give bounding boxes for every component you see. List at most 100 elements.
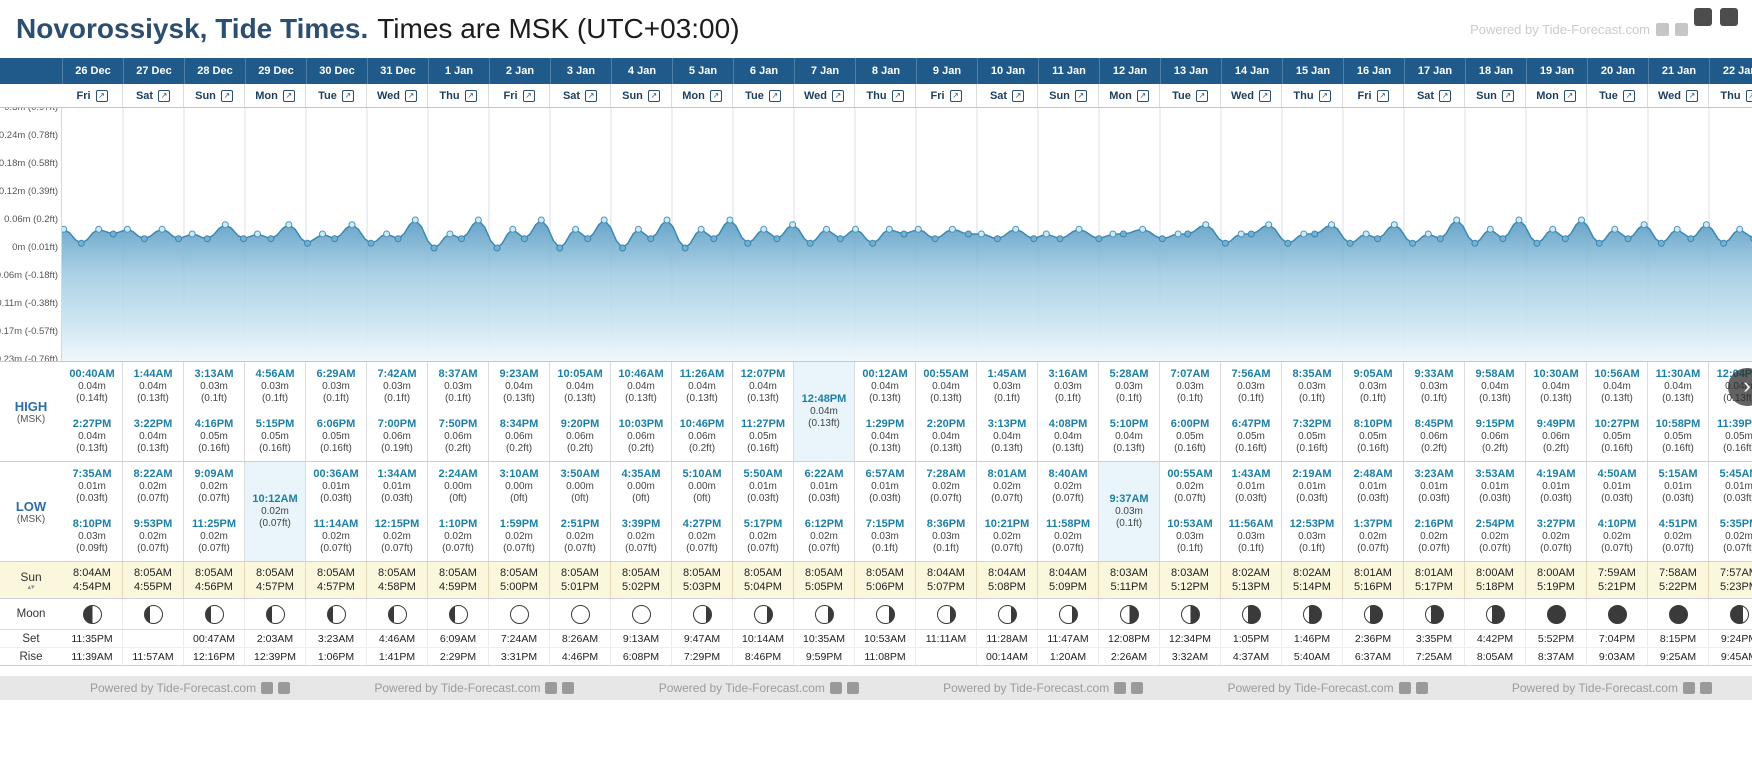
sunset-time: 5:02PM [622, 581, 660, 593]
date-header[interactable]: 6 Jan [733, 58, 794, 84]
tide-low-cell: 8:01AM 0.02m (0.07ft) 10:21PM 0.02m (0.07ft) [977, 462, 1038, 561]
expand-day-icon[interactable]: ↗ [647, 89, 660, 102]
date-header[interactable]: 10 Jan [977, 58, 1038, 84]
date-header[interactable]: 15 Jan [1282, 58, 1343, 84]
weekday-cell[interactable]: Thu ↗ [855, 84, 916, 107]
sunset-time: 5:19PM [1537, 581, 1575, 593]
date-header[interactable]: 3 Jan [550, 58, 611, 84]
date-header[interactable]: 12 Jan [1099, 58, 1160, 84]
expand-day-icon[interactable]: ↗ [768, 89, 781, 102]
date-header[interactable]: 2 Jan [489, 58, 550, 84]
date-header[interactable]: 14 Jan [1221, 58, 1282, 84]
weekday-cell[interactable]: Wed ↗ [794, 84, 855, 107]
weekday-cell[interactable]: Thu ↗ [428, 84, 489, 107]
weekday-cell[interactable]: Tue ↗ [733, 84, 794, 107]
date-header[interactable]: 8 Jan [855, 58, 916, 84]
expand-day-icon[interactable]: ↗ [949, 89, 962, 102]
date-header[interactable]: 4 Jan [611, 58, 672, 84]
weekday-cell[interactable]: Fri ↗ [916, 84, 977, 107]
weekday-cell[interactable]: Sat ↗ [550, 84, 611, 107]
date-header[interactable]: 17 Jan [1404, 58, 1465, 84]
weekday-cell[interactable]: Sun ↗ [611, 84, 672, 107]
expand-day-icon[interactable]: ↗ [1259, 89, 1272, 102]
expand-day-icon[interactable]: ↗ [464, 89, 477, 102]
expand-day-icon[interactable]: ↗ [522, 89, 535, 102]
weekday-cell[interactable]: Mon ↗ [1099, 84, 1160, 107]
expand-day-icon[interactable]: ↗ [341, 89, 354, 102]
date-header[interactable]: 13 Jan [1160, 58, 1221, 84]
date-header[interactable]: 5 Jan [672, 58, 733, 84]
date-header[interactable]: 16 Jan [1343, 58, 1404, 84]
weekday-cell[interactable]: Sat ↗ [1404, 84, 1465, 107]
weekday-cell[interactable]: Mon ↗ [1526, 84, 1587, 107]
expand-day-icon[interactable]: ↗ [1318, 89, 1331, 102]
expand-day-icon[interactable]: ↗ [158, 89, 171, 102]
date-header[interactable]: 21 Jan [1648, 58, 1709, 84]
social-share-icon[interactable] [1720, 8, 1738, 26]
weekday-cell[interactable]: Fri ↗ [62, 84, 123, 107]
weekday-cell[interactable]: Thu ↗ [1282, 84, 1343, 107]
tide-entry: 1:45AM 0.03m (0.1ft) [977, 362, 1037, 412]
social-share-icon[interactable] [1694, 8, 1712, 26]
expand-day-icon[interactable]: ↗ [220, 89, 233, 102]
expand-day-icon[interactable]: ↗ [1501, 89, 1514, 102]
expand-day-icon[interactable]: ↗ [585, 89, 598, 102]
weekday-cell[interactable]: Mon ↗ [672, 84, 733, 107]
date-header[interactable]: 29 Dec [245, 58, 306, 84]
date-header[interactable]: 27 Dec [123, 58, 184, 84]
scroll-next-button[interactable]: › [1728, 368, 1752, 406]
expand-day-icon[interactable]: ↗ [1136, 89, 1149, 102]
weekday-label: Tue [318, 89, 337, 102]
weekday-cell[interactable]: Fri ↗ [489, 84, 550, 107]
date-header[interactable]: 11 Jan [1038, 58, 1099, 84]
weekday-cell[interactable]: Wed ↗ [367, 84, 428, 107]
date-header[interactable]: 7 Jan [794, 58, 855, 84]
expand-day-icon[interactable]: ↗ [1195, 89, 1208, 102]
tide-height-ft: (0.1ft) [1237, 542, 1265, 554]
weekday-cell[interactable]: Tue ↗ [1587, 84, 1648, 107]
weekday-cell[interactable]: Sun ↗ [1465, 84, 1526, 107]
weekday-cell[interactable]: Tue ↗ [306, 84, 367, 107]
date-header[interactable]: 22 Jan [1709, 58, 1752, 84]
weekday-cell[interactable]: Wed ↗ [1221, 84, 1282, 107]
date-header[interactable]: 30 Dec [306, 58, 367, 84]
date-header[interactable]: 26 Dec [62, 58, 123, 84]
expand-day-icon[interactable]: ↗ [1074, 89, 1087, 102]
date-header[interactable]: 1 Jan [428, 58, 489, 84]
weekday-cell[interactable]: Wed ↗ [1648, 84, 1709, 107]
expand-day-icon[interactable]: ↗ [405, 89, 418, 102]
expand-day-icon[interactable]: ↗ [1622, 89, 1635, 102]
expand-day-icon[interactable]: ↗ [832, 89, 845, 102]
expand-day-icon[interactable]: ↗ [1376, 89, 1389, 102]
date-header[interactable]: 9 Jan [916, 58, 977, 84]
date-header[interactable]: 18 Jan [1465, 58, 1526, 84]
weekday-cell[interactable]: Tue ↗ [1160, 84, 1221, 107]
expand-day-icon[interactable]: ↗ [282, 89, 295, 102]
tide-height-m: 0.02m [505, 530, 533, 542]
chart-y-axis: 0.3m (0.97ft) 0.24m (0.78ft) 0.18m (0.58ft… [0, 108, 62, 361]
weekday-cell[interactable]: Fri ↗ [1343, 84, 1404, 107]
date-header[interactable]: 28 Dec [184, 58, 245, 84]
weekday-cell[interactable]: Thu ↗ [1709, 84, 1752, 107]
tide-entry: 8:10PM 0.05m (0.16ft) [1343, 412, 1403, 462]
weekday-cell[interactable]: Sun ↗ [184, 84, 245, 107]
expand-day-icon[interactable]: ↗ [1563, 89, 1576, 102]
tide-time: 10:12AM [252, 493, 298, 505]
expand-day-icon[interactable]: ↗ [95, 89, 108, 102]
date-header[interactable]: 31 Dec [367, 58, 428, 84]
date-header[interactable]: 19 Jan [1526, 58, 1587, 84]
expand-day-icon[interactable]: ↗ [1686, 89, 1699, 102]
weekday-cell[interactable]: Sat ↗ [123, 84, 184, 107]
tide-height-ft: (0.1ft) [1298, 542, 1326, 554]
expand-day-icon[interactable]: ↗ [709, 89, 722, 102]
expand-day-icon[interactable]: ↗ [1745, 89, 1752, 102]
date-header[interactable]: 20 Jan [1587, 58, 1648, 84]
weekday-cell[interactable]: Sat ↗ [977, 84, 1038, 107]
moonset-time: 11:35PM [62, 630, 123, 647]
tide-height-ft: (0.13ft) [503, 393, 535, 405]
expand-day-icon[interactable]: ↗ [891, 89, 904, 102]
expand-day-icon[interactable]: ↗ [1439, 89, 1452, 102]
weekday-cell[interactable]: Sun ↗ [1038, 84, 1099, 107]
expand-day-icon[interactable]: ↗ [1012, 89, 1025, 102]
weekday-cell[interactable]: Mon ↗ [245, 84, 306, 107]
